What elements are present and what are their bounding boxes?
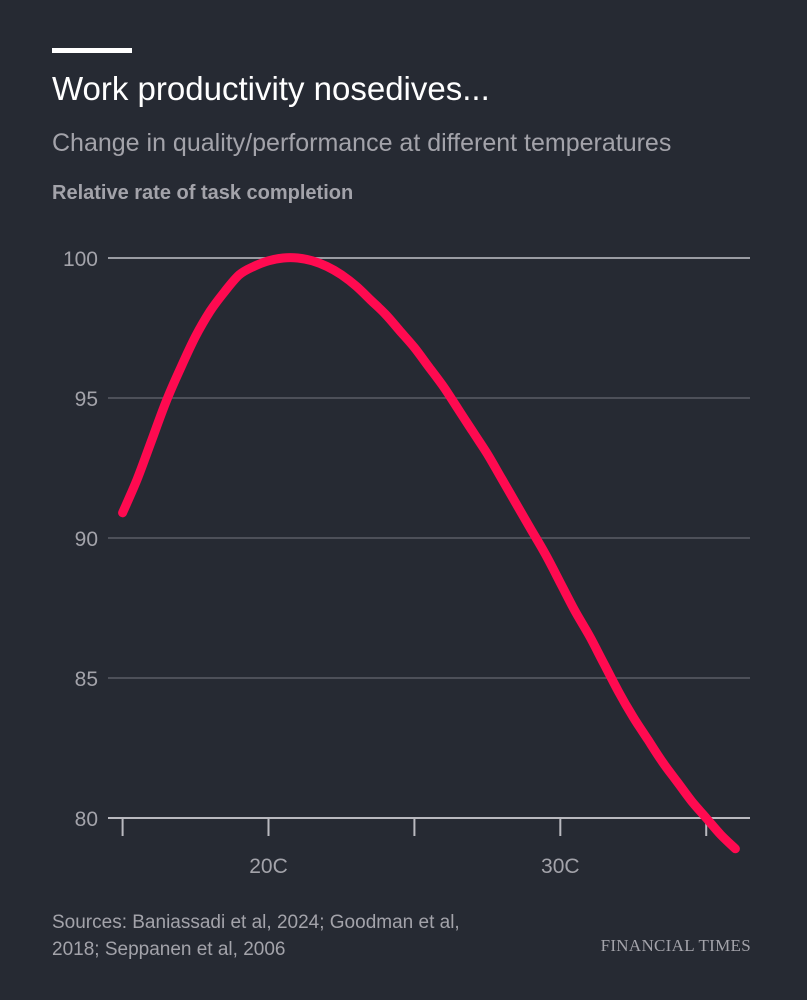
y-tick-label: 100 xyxy=(63,248,98,271)
y-axis-label: Relative rate of task completion xyxy=(52,182,354,204)
chart-title: Work productivity nosedives... xyxy=(52,70,490,107)
chart-subtitle: Change in quality/performance at differe… xyxy=(52,129,672,157)
y-tick-label: 80 xyxy=(75,808,98,831)
x-tick-label: 20C xyxy=(249,855,288,878)
y-tick-label: 90 xyxy=(75,528,98,551)
series-line xyxy=(118,253,740,854)
source-note: Sources: Baniassadi et al, 2024; Goodman… xyxy=(52,912,460,960)
y-tick-label: 85 xyxy=(75,668,98,691)
top-rule xyxy=(52,48,132,53)
x-tick-label: 30C xyxy=(541,855,580,878)
y-tick-label: 95 xyxy=(75,388,98,411)
brand-logo: FINANCIAL TIMES xyxy=(600,936,751,955)
